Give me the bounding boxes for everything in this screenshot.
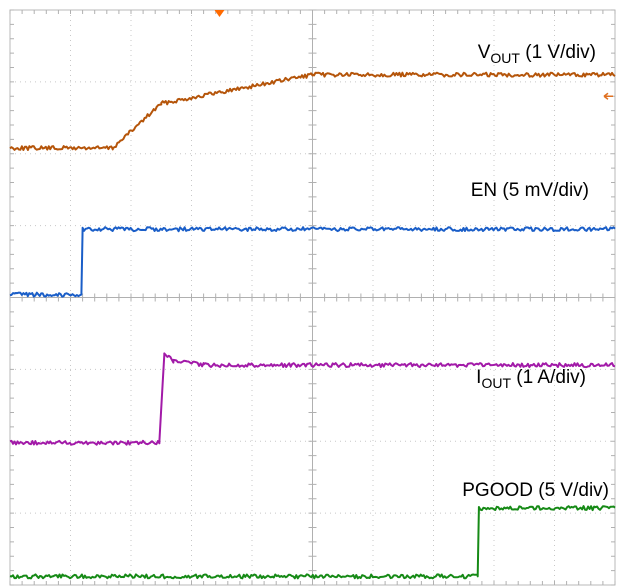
trigger-position-marker bbox=[214, 10, 225, 17]
trigger-level-marker bbox=[603, 92, 613, 100]
trace-iout bbox=[9, 352, 616, 446]
markers bbox=[214, 10, 613, 100]
series-label-vout: VOUT (1 V/div) bbox=[478, 42, 596, 66]
series-label-en: EN (5 mV/div) bbox=[471, 180, 589, 201]
series-label-pgood: PGOOD (5 V/div) bbox=[462, 480, 609, 501]
trace-pgood bbox=[9, 505, 616, 580]
traces bbox=[9, 71, 616, 580]
trace-vout bbox=[9, 71, 616, 151]
trace-en bbox=[9, 226, 616, 298]
series-label-iout: IOUT (1 A/div) bbox=[476, 367, 586, 391]
